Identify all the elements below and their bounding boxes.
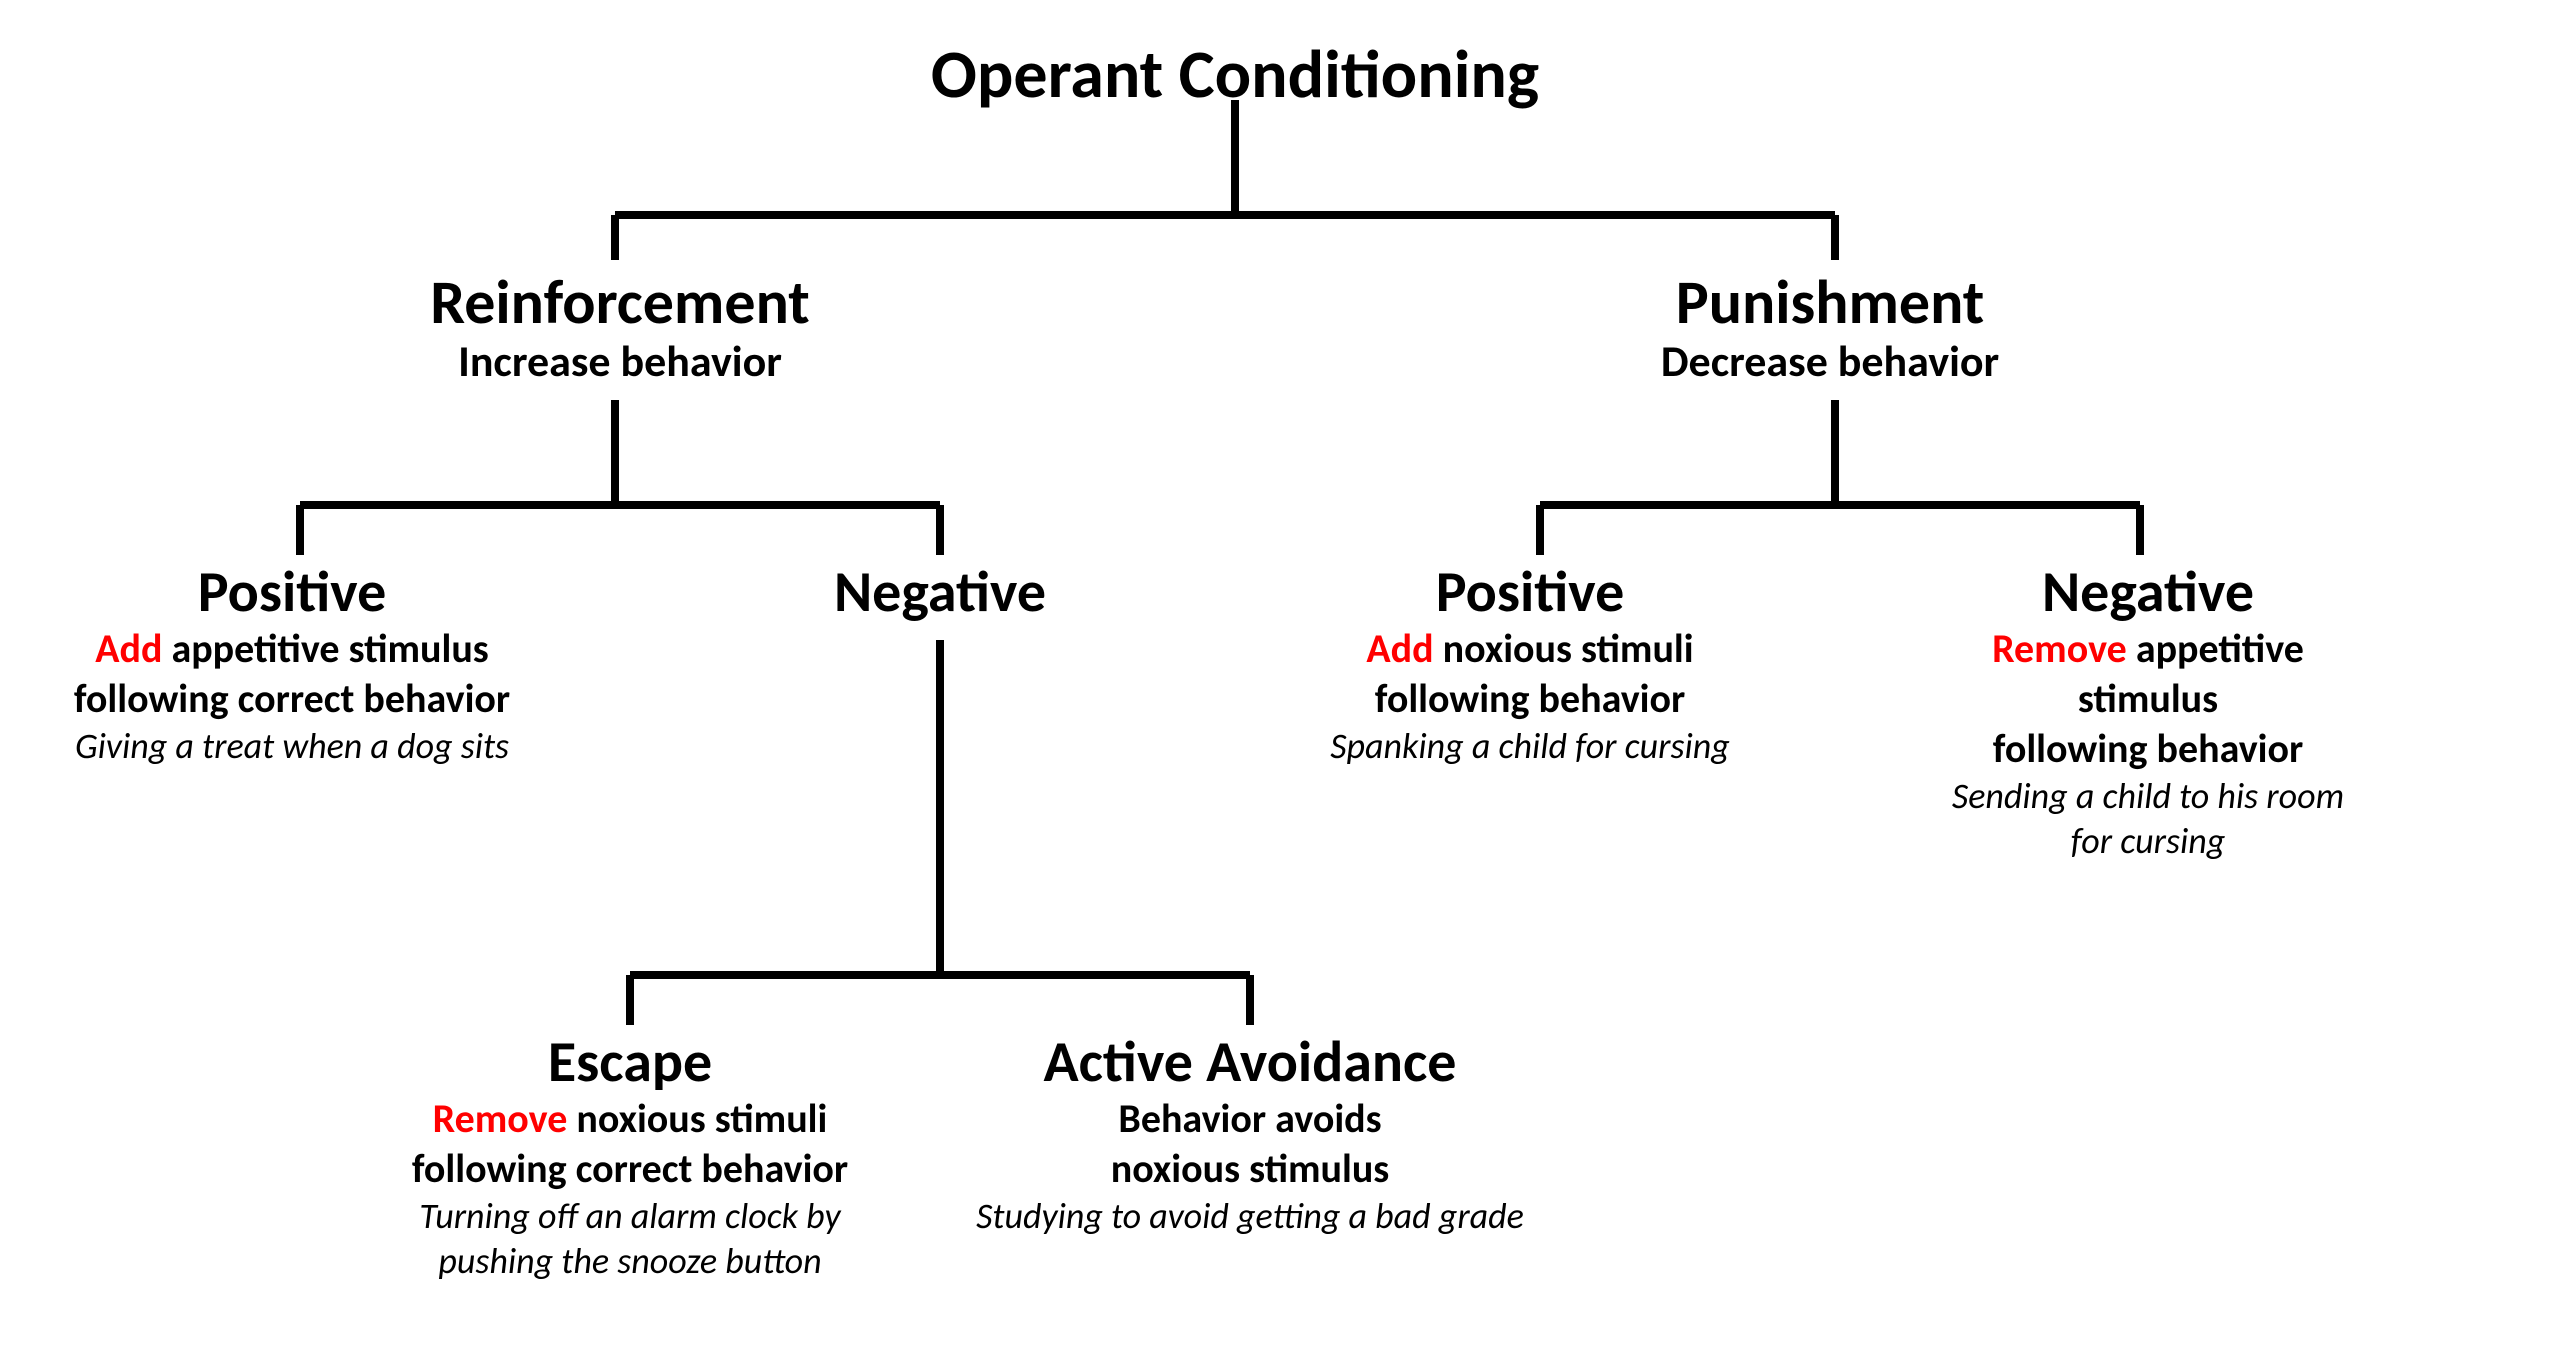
reinf-positive-keyword: Add [95,624,162,673]
pun-negative-title: Negative [1942,560,2354,624]
avoidance-example: Studying to avoid getting a bad grade [976,1194,1524,1239]
reinf-negative-title: Negative [834,560,1046,624]
node-pun-positive: Positive Add noxious stimuli following b… [1330,560,1730,769]
node-reinf-positive: Positive Add appetitive stimulus followi… [74,560,510,769]
escape-keyword: Remove [433,1094,568,1143]
avoidance-desc-line2: noxious stimulus [1111,1144,1390,1193]
node-punishment: Punishment Decrease behavior [1661,268,1999,387]
escape-desc-rest1: noxious stimuli [567,1094,827,1143]
reinf-positive-example-l1: Giving a treat when a dog sits [75,724,509,768]
pun-negative-example: Sending a child to his room for cursing [1942,774,2354,864]
root-title: Operant Conditioning [931,38,1539,113]
pun-negative-desc: Remove appetitive stimulus following beh… [1942,624,2354,774]
reinf-positive-desc-rest1: appetitive stimulus [162,624,488,673]
pun-positive-desc-rest1: noxious stimuli [1434,624,1694,673]
node-avoidance: Active Avoidance Behavior avoids noxious… [976,1030,1524,1239]
reinforcement-title: Reinforcement [430,268,810,336]
escape-example-l2: pushing the snooze button [438,1239,821,1283]
pun-positive-keyword: Add [1366,624,1433,673]
escape-desc-line2: following correct behavior [412,1144,848,1193]
escape-title: Escape [412,1030,848,1094]
pun-negative-keyword: Remove [1992,624,2127,673]
pun-positive-desc-line2: following behavior [1375,674,1685,723]
reinf-positive-desc-line2: following correct behavior [74,674,510,723]
escape-desc: Remove noxious stimuli following correct… [412,1094,848,1194]
reinf-positive-desc: Add appetitive stimulus following correc… [74,624,510,724]
pun-negative-example-l1: Sending a child to his room for cursing [1952,774,2344,863]
avoidance-desc: Behavior avoids noxious stimulus [976,1094,1524,1194]
node-pun-negative: Negative Remove appetitive stimulus foll… [1942,560,2354,864]
punishment-title: Punishment [1661,268,1999,336]
node-escape: Escape Remove noxious stimuli following … [412,1030,848,1284]
node-reinf-negative: Negative [834,560,1046,624]
node-root: Operant Conditioning [931,38,1539,113]
escape-example-l1: Turning off an alarm clock by [419,1194,840,1238]
pun-negative-desc-line2: following behavior [1993,724,2303,773]
punishment-subtitle: Decrease behavior [1661,336,1999,387]
reinforcement-subtitle: Increase behavior [430,336,810,387]
pun-positive-example-l1: Spanking a child for cursing [1330,724,1730,768]
reinf-positive-title: Positive [74,560,510,624]
reinf-positive-example: Giving a treat when a dog sits [74,724,510,769]
avoidance-desc-line1: Behavior avoids [1118,1094,1381,1143]
pun-positive-title: Positive [1330,560,1730,624]
pun-positive-example: Spanking a child for cursing [1330,724,1730,769]
escape-example: Turning off an alarm clock by pushing th… [412,1194,848,1284]
avoidance-example-l1: Studying to avoid getting a bad grade [976,1194,1524,1238]
pun-positive-desc: Add noxious stimuli following behavior [1330,624,1730,724]
avoidance-title: Active Avoidance [976,1030,1524,1094]
node-reinforcement: Reinforcement Increase behavior [430,268,810,387]
